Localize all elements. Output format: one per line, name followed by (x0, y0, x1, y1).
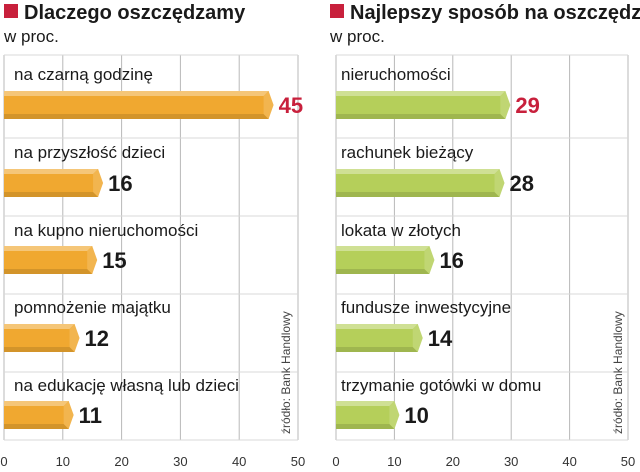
bar-shadow (4, 269, 93, 274)
bar (4, 169, 104, 197)
bar-shadow (4, 424, 69, 429)
value-label: 28 (510, 171, 534, 196)
bar-highlight (4, 169, 99, 174)
value-label: 29 (515, 93, 539, 118)
panel-why-we-save: Dlaczego oszczędzamy w proc. 0 10 20 30 40 50 na… (0, 2, 305, 469)
value-label: 16 (439, 248, 463, 273)
bar-highlight (336, 324, 418, 329)
bar (4, 246, 98, 274)
chart-title: Najlepszy sposób na oszczędzanie (350, 2, 640, 24)
x-tick-label: 40 (232, 454, 246, 469)
bar (4, 324, 80, 352)
x-tick-label: 0 (0, 454, 7, 469)
bar-shadow (4, 114, 269, 119)
x-tick-label: 20 (446, 454, 460, 469)
x-tick-label: 20 (114, 454, 128, 469)
bar-cap (389, 401, 400, 429)
bar-shadow (4, 192, 99, 197)
bar-shadow (4, 347, 75, 352)
bar-shadow (336, 192, 500, 197)
bar (336, 401, 400, 429)
source-note: źródło: Bank Handlowy (279, 311, 293, 434)
bar-cap (424, 246, 435, 274)
category-label: na edukację własną lub dzieci (14, 376, 239, 395)
bar-highlight (4, 246, 93, 251)
chart-subtitle: w proc. (329, 27, 385, 46)
bar-highlight (336, 91, 506, 96)
x-tick-label: 50 (621, 454, 635, 469)
category-label: pomnożenie majątku (14, 298, 171, 317)
bar-cap (63, 401, 74, 429)
bar (4, 91, 274, 119)
bar-shadow (336, 114, 506, 119)
source-note: źródło: Bank Handlowy (611, 311, 625, 434)
bar (336, 246, 435, 274)
title-marker (4, 4, 18, 18)
value-label: 10 (404, 403, 428, 428)
bar-cap (69, 324, 80, 352)
value-label: 15 (102, 248, 126, 273)
category-label: lokata w złotych (341, 221, 461, 240)
panel-best-way-to-save: Najlepszy sposób na oszczędzanie w proc. 0… (329, 2, 640, 469)
bar (4, 401, 74, 429)
bar (336, 324, 423, 352)
chart-title: Dlaczego oszczędzamy (24, 2, 246, 24)
bar-shadow (336, 424, 395, 429)
x-tick-label: 10 (56, 454, 70, 469)
bar-cap (412, 324, 423, 352)
bar-cap (87, 246, 98, 274)
bar-cap (494, 169, 505, 197)
bar (336, 91, 511, 119)
value-label: 45 (279, 93, 303, 118)
x-tick-label: 40 (562, 454, 576, 469)
value-label: 12 (85, 326, 109, 351)
bar (336, 169, 505, 197)
bar-highlight (4, 91, 269, 96)
bar-cap (263, 91, 274, 119)
bar-highlight (336, 169, 500, 174)
x-tick-label: 30 (504, 454, 518, 469)
chart-subtitle: w proc. (3, 27, 59, 46)
category-label: trzymanie gotówki w domu (341, 376, 541, 395)
x-tick-label: 0 (332, 454, 339, 469)
category-label: fundusze inwestycyjne (341, 298, 511, 317)
category-label: na przyszłość dzieci (14, 143, 165, 162)
category-label: rachunek bieżący (341, 143, 474, 162)
category-label: na czarną godzinę (14, 65, 153, 84)
bar-cap (93, 169, 104, 197)
bar-shadow (336, 347, 418, 352)
value-label: 11 (79, 403, 102, 428)
bar-highlight (4, 324, 75, 329)
x-tick-label: 10 (387, 454, 401, 469)
category-label: na kupno nieruchomości (14, 221, 198, 240)
value-label: 16 (108, 171, 132, 196)
bar-highlight (336, 401, 395, 406)
title-marker (330, 4, 344, 18)
bar-cap (500, 91, 511, 119)
bar-highlight (336, 246, 430, 251)
category-label: nieruchomości (341, 65, 451, 84)
bar-shadow (336, 269, 430, 274)
bar-highlight (4, 401, 69, 406)
x-tick-label: 30 (173, 454, 187, 469)
x-tick-label: 50 (291, 454, 305, 469)
value-label: 14 (428, 326, 453, 351)
